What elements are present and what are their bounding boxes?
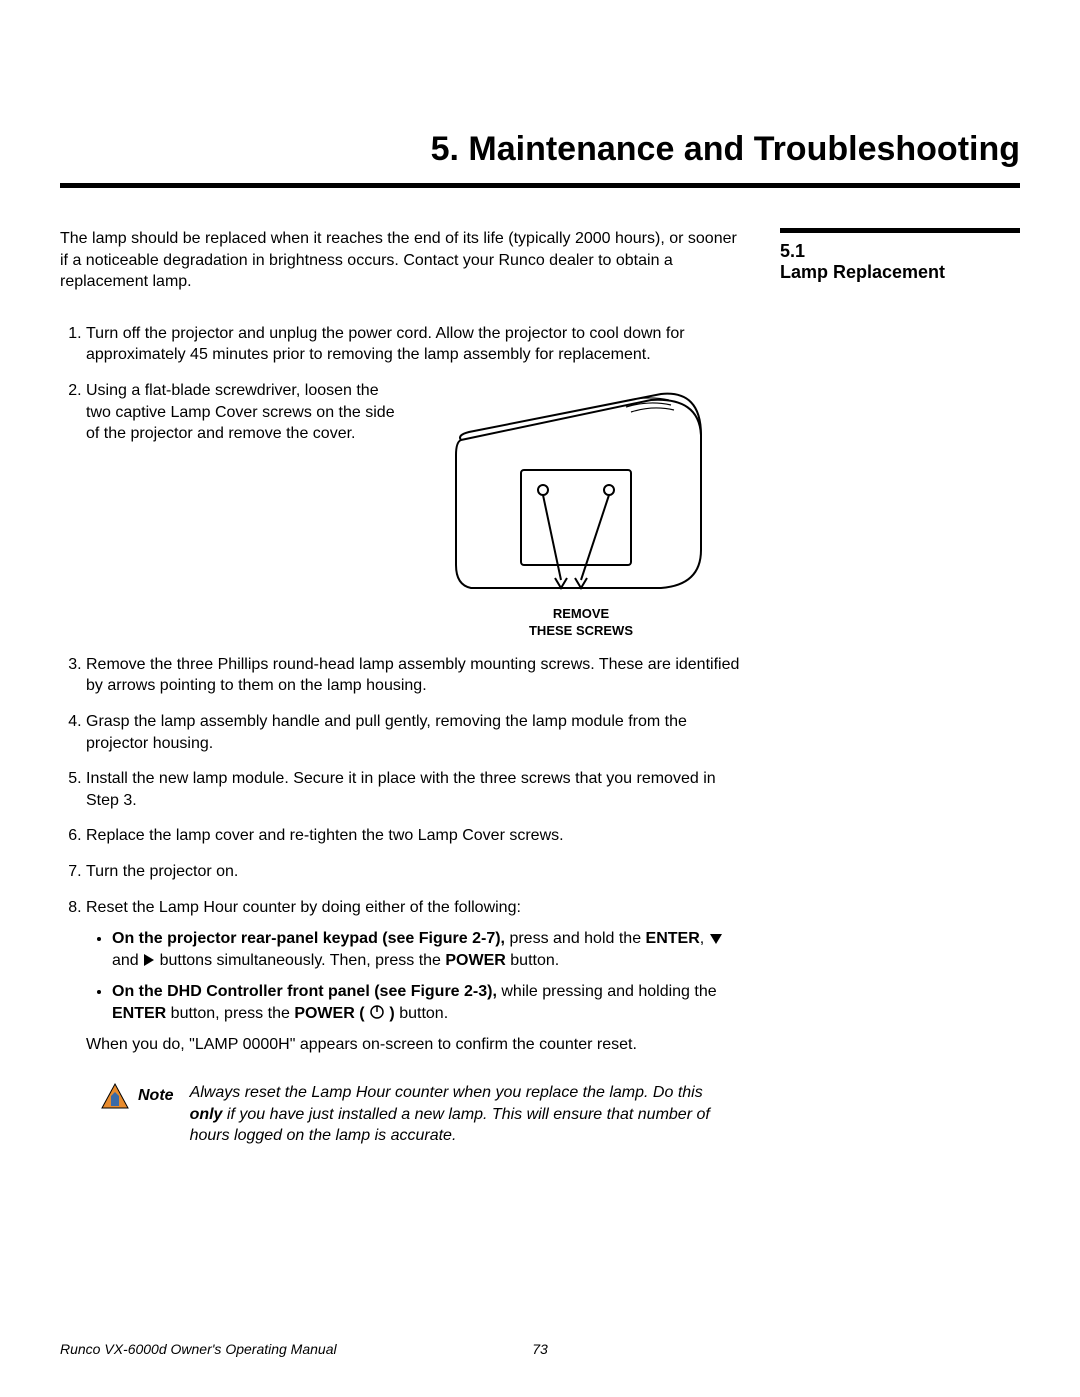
section-rule xyxy=(780,228,1020,233)
step-7: Turn the projector on. xyxy=(86,861,740,883)
step-8b-power2: ) xyxy=(385,1005,395,1022)
content-columns: The lamp should be replaced when it reac… xyxy=(60,228,1020,1147)
step-8b-power: POWER ( xyxy=(294,1005,369,1022)
note-text-1: Always reset the Lamp Hour counter when … xyxy=(190,1084,703,1101)
figure-caption-line2: THESE SCREWS xyxy=(529,623,633,638)
steps-list: Turn off the projector and unplug the po… xyxy=(60,323,740,1056)
step-8b-bold: On the DHD Controller front panel (see F… xyxy=(112,983,497,1000)
step-1: Turn off the projector and unplug the po… xyxy=(86,323,740,366)
step-5: Install the new lamp module. Secure it i… xyxy=(86,768,740,811)
main-column: The lamp should be replaced when it reac… xyxy=(60,228,740,1147)
manual-title: Runco VX-6000d Owner's Operating Manual xyxy=(60,1341,337,1357)
note-icon-wrap: Note xyxy=(100,1082,174,1110)
chapter-title: 5. Maintenance and Troubleshooting xyxy=(60,130,1020,169)
step-2-text: Using a flat-blade screwdriver, loosen t… xyxy=(86,380,406,445)
projector-figure: REMOVE THESE SCREWS xyxy=(422,380,740,640)
step-8a-enter: ENTER xyxy=(646,930,700,947)
intro-paragraph: The lamp should be replaced when it reac… xyxy=(60,228,740,293)
step-8b-enter: ENTER xyxy=(112,1005,166,1022)
step-8a-t1: press and hold the xyxy=(505,930,646,947)
step-8a-t4: buttons simultaneously. Then, press the xyxy=(155,952,445,969)
projector-svg xyxy=(451,380,711,600)
note-label: Note xyxy=(138,1085,174,1107)
step-8: Reset the Lamp Hour counter by doing eit… xyxy=(86,897,740,1057)
step-2: Using a flat-blade screwdriver, loosen t… xyxy=(86,380,740,640)
note-text-2: if you have just installed a new lamp. T… xyxy=(190,1106,710,1145)
step-4: Grasp the lamp assembly handle and pull … xyxy=(86,711,740,754)
step-8a-t3: and xyxy=(112,952,143,969)
page: 5. Maintenance and Troubleshooting The l… xyxy=(0,0,1080,1397)
step-8a-power: POWER xyxy=(445,952,505,969)
step-8a-bold: On the projector rear-panel keypad (see … xyxy=(112,930,505,947)
step-6: Replace the lamp cover and re-tighten th… xyxy=(86,825,740,847)
step-8b: On the DHD Controller front panel (see F… xyxy=(112,981,740,1024)
section-title: Lamp Replacement xyxy=(780,262,1020,283)
step-2-wrap: Using a flat-blade screwdriver, loosen t… xyxy=(86,380,740,640)
right-arrow-icon xyxy=(143,953,155,967)
chapter-rule xyxy=(60,183,1020,188)
step-8b-t1: while pressing and holding the xyxy=(497,983,717,1000)
note-text-bold: only xyxy=(190,1106,223,1123)
step-8a-t2: , xyxy=(700,930,709,947)
chapter-name: Maintenance and Troubleshooting xyxy=(468,130,1020,168)
step-8a: On the projector rear-panel keypad (see … xyxy=(112,928,740,971)
warning-icon xyxy=(100,1082,130,1110)
step-8b-t2: button, press the xyxy=(166,1005,294,1022)
note-block: Note Always reset the Lamp Hour counter … xyxy=(100,1082,740,1147)
note-text: Always reset the Lamp Hour counter when … xyxy=(190,1082,740,1147)
page-footer: Runco VX-6000d Owner's Operating Manual … xyxy=(60,1341,1020,1357)
figure-caption: REMOVE THESE SCREWS xyxy=(422,606,740,640)
step-8-confirm: When you do, "LAMP 0000H" appears on-scr… xyxy=(86,1034,740,1056)
page-number: 73 xyxy=(532,1341,548,1357)
chapter-number: 5. xyxy=(431,130,459,168)
side-column: 5.1 Lamp Replacement xyxy=(780,228,1020,1147)
power-icon xyxy=(369,1004,385,1020)
section-number: 5.1 xyxy=(780,241,1020,262)
step-3: Remove the three Phillips round-head lam… xyxy=(86,654,740,697)
step-8-sublist: On the projector rear-panel keypad (see … xyxy=(86,928,740,1024)
step-8a-t5: button. xyxy=(506,952,559,969)
step-8-lead: Reset the Lamp Hour counter by doing eit… xyxy=(86,899,521,916)
figure-caption-line1: REMOVE xyxy=(553,606,609,621)
step-8b-t3: button. xyxy=(395,1005,448,1022)
down-arrow-icon xyxy=(709,933,723,945)
